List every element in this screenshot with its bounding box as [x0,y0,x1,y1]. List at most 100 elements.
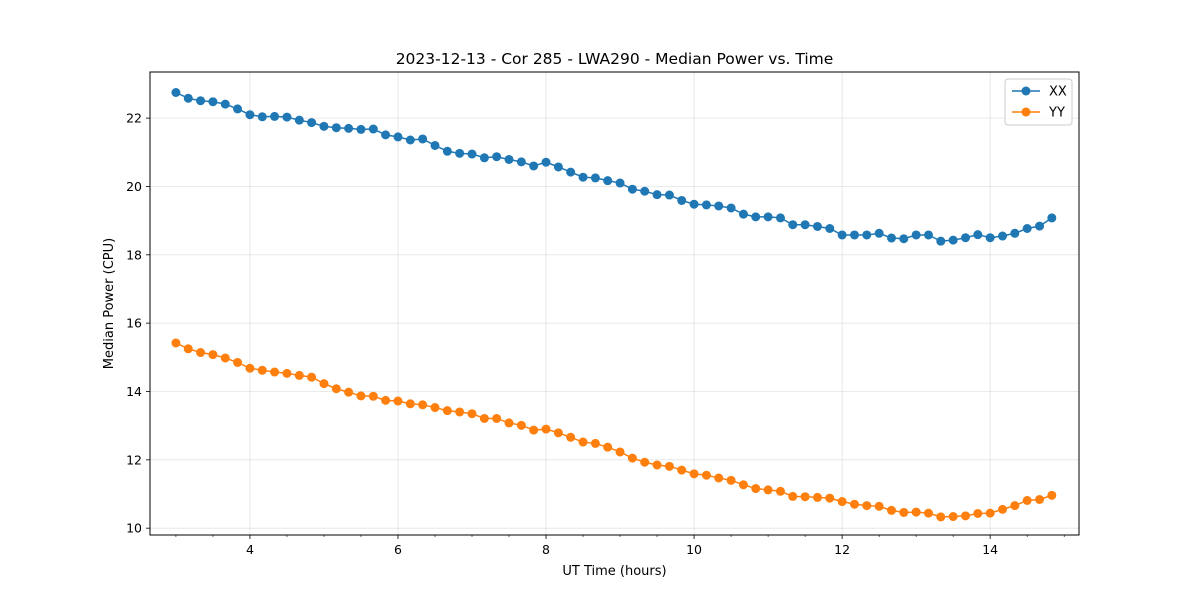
data-point-xx [1022,224,1032,233]
data-point-yy [529,425,539,435]
data-point-xx [479,153,489,163]
data-point-xx [393,132,403,142]
data-point-xx [849,230,859,240]
grid [150,72,1079,535]
data-point-yy [590,438,600,448]
data-point-xx [652,190,662,200]
data-point-yy [603,442,613,452]
data-point-xx [1035,221,1045,231]
data-point-yy [652,460,662,470]
x-axis: 4 6 8 10 12 14 [175,535,1065,557]
data-point-yy [578,437,588,447]
data-point-yy [171,338,181,348]
data-point-yy [788,491,798,501]
data-point-xx [331,123,341,133]
data-point-yy [319,379,329,389]
data-point-xx [825,224,835,233]
data-point-xx [800,220,810,230]
data-point-xx [1010,228,1020,238]
data-point-yy [887,505,896,515]
data-point-xx [701,200,711,210]
data-point-xx [664,190,674,200]
data-point-yy [442,406,452,416]
data-point-xx [541,157,551,167]
legend-label-yy: YY [1048,106,1065,121]
data-point-yy [541,424,551,434]
data-point-yy [245,363,255,373]
data-point-xx [381,130,391,140]
data-point-xx [998,231,1008,241]
data-point-xx [442,146,452,156]
data-point-yy [627,453,637,463]
data-point-xx [911,230,921,240]
data-point-xx [985,233,995,243]
data-point-xx [640,186,650,196]
data-point-xx [344,123,354,133]
data-point-xx [196,96,206,106]
data-point-yy [936,512,946,522]
data-point-xx [627,184,637,194]
plot-frame [149,71,1080,536]
data-point-yy [566,432,576,442]
data-point-xx [233,104,243,114]
data-point-yy [504,418,514,428]
data-point-xx [677,195,687,205]
data-point-yy [973,508,983,518]
data-point-yy [553,428,563,438]
data-point-yy [405,399,415,409]
data-point-xx [887,233,896,243]
y-axis: 10 12 14 16 18 20 22 [126,111,150,536]
data-point-yy [738,480,748,490]
y-tick-label: 10 [126,521,142,536]
data-point-yy [751,484,761,494]
data-point-xx [763,212,773,222]
data-point-yy [307,372,317,382]
y-tick-label: 14 [126,384,142,399]
data-point-yy [961,511,971,521]
data-point-xx [504,154,514,164]
data-point-yy [924,508,934,518]
data-point-yy [825,493,835,503]
data-point-yy [208,350,218,360]
data-point-yy [183,344,193,354]
data-point-yy [479,413,489,423]
legend-marker-yy [1021,107,1031,117]
data-point-xx [862,230,872,240]
data-point-yy [689,469,699,479]
data-point-yy [294,370,304,380]
data-point-yy [381,395,391,405]
y-tick-label: 12 [126,452,142,467]
data-point-yy [726,475,736,485]
data-point-xx [837,230,847,240]
data-point-yy [516,420,526,430]
data-point-xx [467,149,477,159]
y-tick-label: 16 [126,316,142,331]
data-point-xx [578,172,588,182]
data-point-xx [689,199,699,209]
data-point-xx [282,112,292,122]
data-point-xx [590,173,600,183]
data-point-xx [553,162,563,172]
data-point-yy [874,501,884,511]
data-point-xx [603,176,613,186]
data-point-yy [467,409,477,419]
data-point-yy [344,387,354,397]
y-tick-label: 20 [126,179,142,194]
data-point-yy [282,368,292,378]
data-point-yy [368,391,378,401]
data-point-yy [1010,501,1020,511]
data-point-yy [677,465,687,475]
data-point-xx [294,115,304,125]
series-layer [171,88,1057,522]
legend-marker-xx [1021,86,1031,96]
data-point-xx [566,167,576,177]
data-point-xx [948,235,958,245]
data-point-xx [220,99,230,109]
data-point-yy [430,403,440,413]
data-point-xx [936,236,946,246]
data-point-xx [319,121,329,131]
x-tick-label: 8 [542,542,550,557]
x-tick-label: 10 [686,542,702,557]
data-point-yy [393,396,403,406]
data-point-xx [245,110,255,120]
